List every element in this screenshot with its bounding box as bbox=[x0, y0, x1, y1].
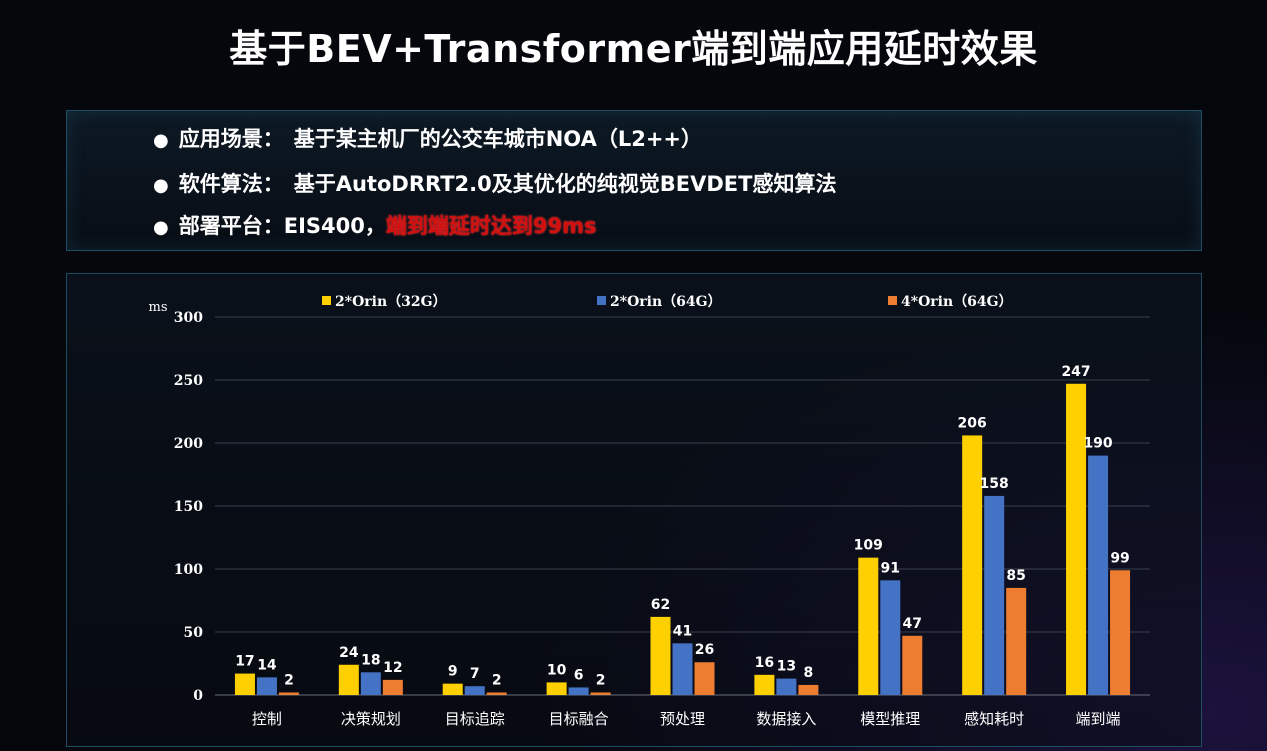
data-label: 109 bbox=[854, 538, 883, 554]
legend-label: 4*Orin（64G） bbox=[901, 294, 1013, 310]
y-tick-label: 100 bbox=[174, 562, 203, 578]
legend-swatch bbox=[888, 296, 897, 305]
x-tick-label: 控制 bbox=[252, 710, 282, 728]
info-label: 软件算法： bbox=[178, 172, 284, 196]
bullet-icon: ● bbox=[153, 217, 169, 238]
bar bbox=[464, 686, 485, 695]
info-label: 部署平台： bbox=[178, 214, 284, 238]
legend-label: 2*Orin（64G） bbox=[610, 294, 722, 310]
latency-highlight: 端到端延时达到99ms bbox=[385, 214, 597, 238]
x-tick-label: 端到端 bbox=[1076, 710, 1121, 728]
y-tick-label: 300 bbox=[174, 310, 203, 326]
y-tick-label: 150 bbox=[174, 499, 203, 515]
bar bbox=[650, 616, 671, 695]
data-label: 247 bbox=[1061, 364, 1090, 380]
info-label: 应用场景： bbox=[178, 127, 284, 151]
x-tick-label: 感知耗时 bbox=[964, 710, 1024, 728]
bar bbox=[278, 692, 299, 695]
data-label: 41 bbox=[673, 623, 692, 639]
bar bbox=[382, 679, 403, 695]
bar bbox=[546, 682, 567, 695]
y-axis-unit: ms bbox=[149, 300, 168, 315]
info-row-platform: ● 部署平台：EIS400，端到端延时达到99ms bbox=[153, 210, 596, 240]
bar bbox=[1110, 570, 1131, 695]
bar bbox=[256, 677, 277, 695]
data-label: 91 bbox=[881, 560, 900, 576]
data-label: 6 bbox=[574, 667, 584, 683]
bullet-icon: ● bbox=[153, 175, 169, 196]
x-tick-label: 数据接入 bbox=[756, 710, 816, 728]
bar bbox=[1006, 587, 1027, 695]
bar bbox=[568, 687, 589, 695]
y-tick-label: 50 bbox=[184, 625, 204, 641]
data-label: 206 bbox=[958, 415, 987, 431]
data-label: 16 bbox=[755, 655, 774, 671]
data-label: 12 bbox=[383, 660, 402, 676]
data-label: 18 bbox=[361, 652, 380, 668]
data-label: 2 bbox=[492, 672, 502, 688]
data-label: 24 bbox=[339, 645, 359, 661]
bar bbox=[984, 495, 1005, 695]
data-label: 9 bbox=[448, 664, 458, 680]
data-label: 14 bbox=[257, 657, 277, 673]
data-label: 158 bbox=[980, 476, 1009, 492]
data-label: 8 bbox=[804, 665, 814, 681]
x-tick-label: 预处理 bbox=[660, 710, 705, 728]
x-tick-label: 目标融合 bbox=[549, 710, 609, 728]
bar bbox=[590, 692, 611, 695]
bar bbox=[902, 635, 923, 695]
data-label: 2 bbox=[596, 672, 606, 688]
data-label: 26 bbox=[695, 642, 714, 658]
legend-swatch bbox=[597, 296, 606, 305]
data-label: 190 bbox=[1083, 436, 1112, 452]
legend-swatch bbox=[322, 296, 331, 305]
bar bbox=[672, 643, 693, 695]
bar bbox=[442, 683, 463, 695]
x-tick-label: 决策规划 bbox=[341, 710, 401, 728]
y-tick-label: 250 bbox=[174, 373, 203, 389]
bar bbox=[338, 664, 359, 695]
info-text: EIS400， bbox=[283, 214, 386, 238]
data-label: 47 bbox=[903, 616, 922, 632]
data-label: 62 bbox=[651, 597, 670, 613]
data-label: 13 bbox=[777, 659, 796, 675]
bar bbox=[694, 662, 715, 695]
y-tick-label: 200 bbox=[174, 436, 203, 452]
y-tick-label: 0 bbox=[193, 688, 203, 704]
legend-label: 2*Orin（32G） bbox=[335, 294, 447, 310]
info-row-scenario: ● 应用场景： 基于某主机厂的公交车城市NOA（L2++） bbox=[153, 123, 702, 153]
bar bbox=[798, 684, 819, 695]
bar bbox=[880, 580, 901, 695]
bar bbox=[962, 435, 983, 695]
bullet-icon: ● bbox=[153, 130, 169, 151]
bar bbox=[1088, 455, 1109, 695]
data-label: 10 bbox=[547, 662, 567, 678]
bar bbox=[858, 557, 879, 695]
bar bbox=[754, 674, 775, 695]
bar bbox=[360, 672, 381, 695]
data-label: 99 bbox=[1110, 550, 1129, 566]
bar bbox=[776, 678, 797, 695]
x-tick-label: 模型推理 bbox=[860, 710, 920, 728]
data-label: 85 bbox=[1006, 568, 1025, 584]
bar bbox=[486, 692, 507, 695]
data-label: 2 bbox=[284, 672, 294, 688]
data-label: 7 bbox=[470, 666, 480, 682]
info-text: 基于某主机厂的公交车城市NOA（L2++） bbox=[293, 127, 703, 151]
info-text: 基于AutoDRRT2.0及其优化的纯视觉BEVDET感知算法 bbox=[293, 172, 837, 196]
bar bbox=[1066, 383, 1087, 695]
info-row-algorithm: ● 软件算法： 基于AutoDRRT2.0及其优化的纯视觉BEVDET感知算法 bbox=[153, 168, 836, 198]
info-panel bbox=[66, 110, 1202, 251]
data-label: 17 bbox=[235, 654, 254, 670]
x-tick-label: 目标追踪 bbox=[445, 710, 505, 728]
bar bbox=[234, 673, 255, 695]
page-title: 基于BEV+Transformer端到端应用延时效果 bbox=[229, 27, 1038, 71]
